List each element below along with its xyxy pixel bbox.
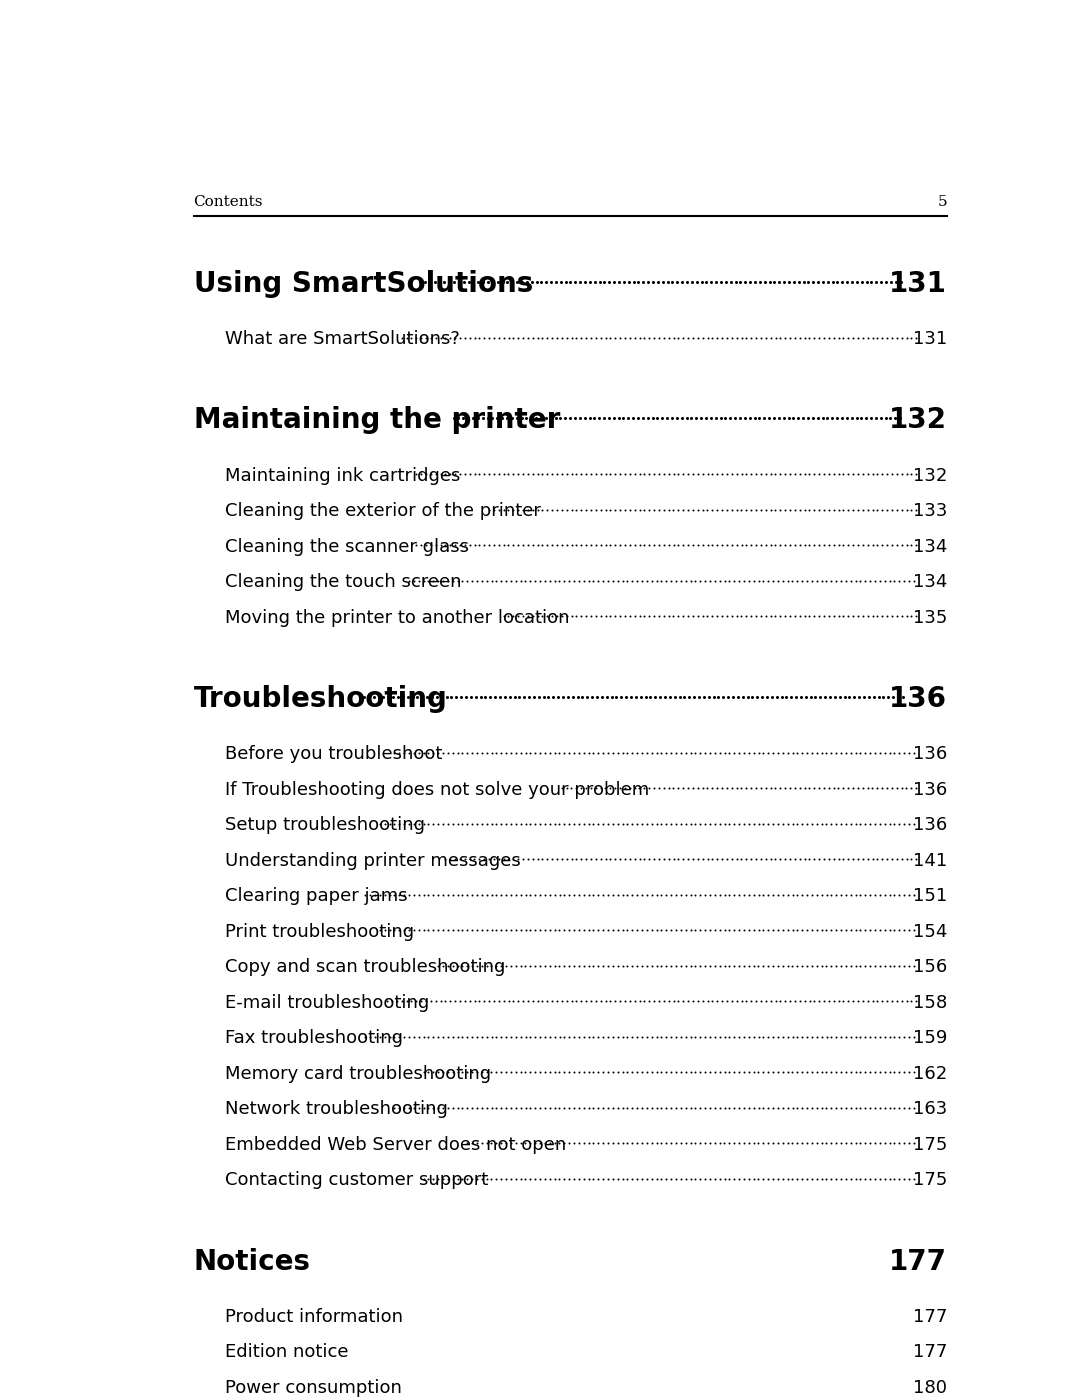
Text: 154: 154 <box>913 923 947 940</box>
Text: Memory card troubleshooting: Memory card troubleshooting <box>225 1065 490 1083</box>
Text: 141: 141 <box>913 852 947 870</box>
Text: 180: 180 <box>913 1379 947 1397</box>
Text: 133: 133 <box>913 502 947 520</box>
Text: If Troubleshooting does not solve your problem: If Troubleshooting does not solve your p… <box>225 781 649 799</box>
Text: 131: 131 <box>889 270 947 298</box>
Text: Cleaning the exterior of the printer: Cleaning the exterior of the printer <box>225 502 540 520</box>
Text: Power consumption: Power consumption <box>225 1379 402 1397</box>
Text: Maintaining the printer: Maintaining the printer <box>193 407 559 434</box>
Text: 162: 162 <box>913 1065 947 1083</box>
Text: 136: 136 <box>889 685 947 712</box>
Text: What are SmartSolutions?: What are SmartSolutions? <box>225 330 459 348</box>
Text: Network troubleshooting: Network troubleshooting <box>225 1101 447 1118</box>
Text: Cleaning the touch screen: Cleaning the touch screen <box>225 573 461 591</box>
Text: Maintaining ink cartridges: Maintaining ink cartridges <box>225 467 460 485</box>
Text: 177: 177 <box>889 1248 947 1275</box>
Text: 136: 136 <box>913 745 947 763</box>
Text: 158: 158 <box>913 993 947 1011</box>
Text: Using SmartSolutions: Using SmartSolutions <box>193 270 532 298</box>
Text: Setup troubleshooting: Setup troubleshooting <box>225 816 424 834</box>
Text: Print troubleshooting: Print troubleshooting <box>225 923 414 940</box>
Text: 175: 175 <box>913 1136 947 1154</box>
Text: Moving the printer to another location: Moving the printer to another location <box>225 609 569 627</box>
Text: Contents: Contents <box>193 194 264 208</box>
Text: 151: 151 <box>913 887 947 905</box>
Text: 131: 131 <box>913 330 947 348</box>
Text: E-mail troubleshooting: E-mail troubleshooting <box>225 993 429 1011</box>
Text: Clearing paper jams: Clearing paper jams <box>225 887 407 905</box>
Text: 135: 135 <box>913 609 947 627</box>
Text: Product information: Product information <box>225 1308 403 1326</box>
Text: 156: 156 <box>913 958 947 977</box>
Text: 136: 136 <box>913 816 947 834</box>
Text: Understanding printer messages: Understanding printer messages <box>225 852 521 870</box>
Text: 159: 159 <box>913 1030 947 1048</box>
Text: 177: 177 <box>913 1308 947 1326</box>
Text: Before you troubleshoot: Before you troubleshoot <box>225 745 442 763</box>
Text: Copy and scan troubleshooting: Copy and scan troubleshooting <box>225 958 505 977</box>
Text: 136: 136 <box>913 781 947 799</box>
Text: 132: 132 <box>913 467 947 485</box>
Text: Edition notice: Edition notice <box>225 1344 348 1361</box>
Text: 163: 163 <box>913 1101 947 1118</box>
Text: 175: 175 <box>913 1171 947 1189</box>
Text: Fax troubleshooting: Fax troubleshooting <box>225 1030 403 1048</box>
Text: Contacting customer support: Contacting customer support <box>225 1171 488 1189</box>
Text: 134: 134 <box>913 538 947 556</box>
Text: 132: 132 <box>889 407 947 434</box>
Text: 5: 5 <box>937 194 947 208</box>
Text: Troubleshooting: Troubleshooting <box>193 685 447 712</box>
Text: 177: 177 <box>913 1344 947 1361</box>
Text: Notices: Notices <box>193 1248 311 1275</box>
Text: Cleaning the scanner glass: Cleaning the scanner glass <box>225 538 469 556</box>
Text: Embedded Web Server does not open: Embedded Web Server does not open <box>225 1136 566 1154</box>
Text: 134: 134 <box>913 573 947 591</box>
